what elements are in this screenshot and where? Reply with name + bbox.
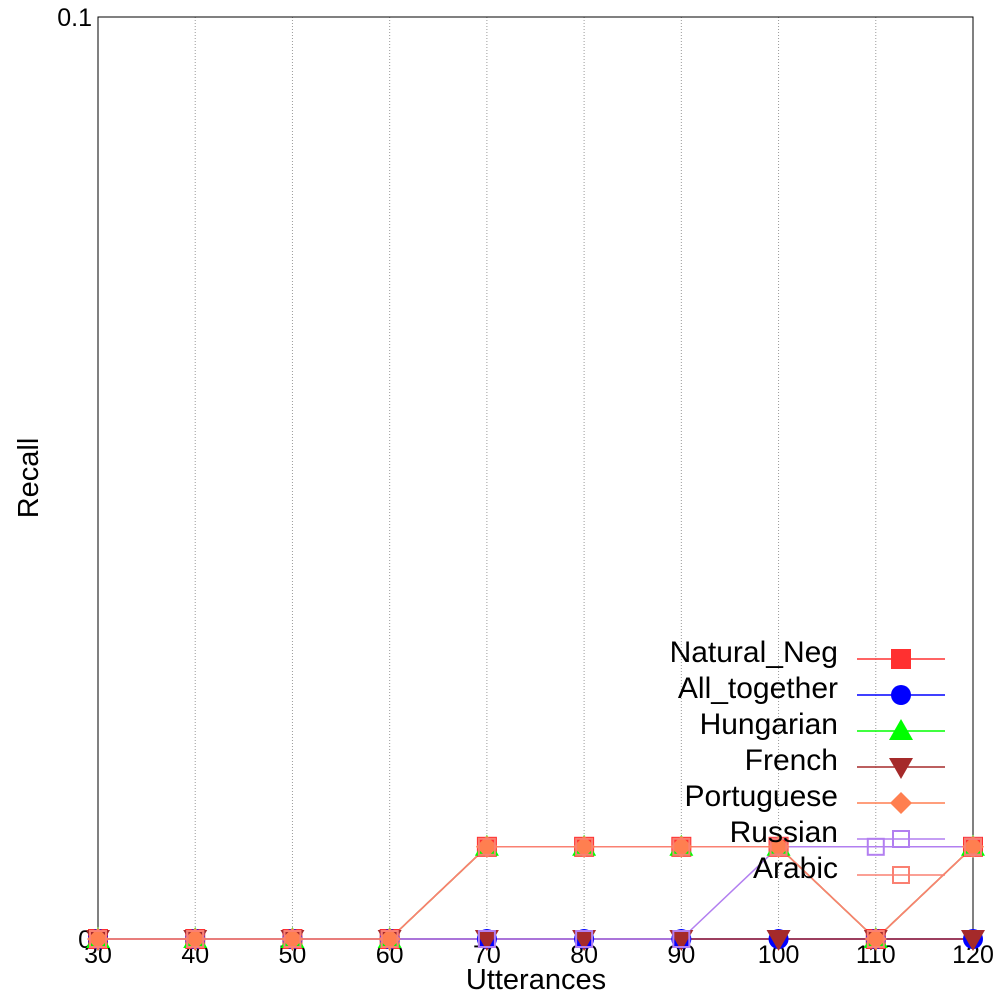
y-tick-labels: 00.1 [57, 4, 92, 954]
legend-marker-all-together [891, 685, 911, 705]
legend-label-hungarian: Hungarian [700, 708, 838, 741]
series-line-arabic [98, 846, 974, 941]
data-point-portuguese [962, 835, 984, 858]
data-point-arabic [89, 930, 107, 948]
data-point-portuguese [573, 835, 596, 858]
legend-label-french: French [745, 744, 838, 777]
legend-label-russian: Russian [730, 816, 838, 849]
data-point-portuguese [670, 835, 693, 858]
data-point-arabic [964, 837, 982, 856]
legend-marker-french [889, 758, 913, 779]
legend-marker-portuguese [890, 792, 912, 814]
data-point-arabic [575, 837, 594, 856]
series-lines [98, 846, 974, 941]
legend-marker-arabic [892, 866, 910, 884]
data-point-arabic [769, 837, 788, 856]
data-point-arabic [283, 930, 302, 948]
data-point-portuguese [475, 835, 498, 858]
legend-label-natural-neg: Natural_Neg [670, 636, 838, 669]
y-axis-label: Recall [13, 438, 45, 519]
data-point-arabic [672, 837, 691, 856]
series-markers [86, 834, 985, 951]
legend-marker-natural-neg [891, 649, 911, 669]
vertical-gridlines [194, 17, 877, 939]
x-axis-label: Utterances [466, 964, 606, 996]
data-point-french [669, 930, 694, 951]
data-point-portuguese [87, 928, 109, 950]
data-point-arabic [186, 930, 205, 948]
data-point-portuguese [378, 928, 401, 950]
data-point-french [961, 930, 985, 951]
data-point-portuguese [281, 928, 304, 950]
data-point-arabic [866, 930, 885, 948]
data-point-portuguese [767, 835, 790, 858]
legend-label-all-together: All_together [678, 672, 838, 705]
data-point-french [474, 930, 499, 951]
legend-marker-hungarian [889, 719, 913, 740]
data-point-russian [575, 930, 594, 948]
y-tick-label: 0.1 [57, 4, 92, 32]
data-point-arabic [477, 837, 496, 856]
data-point-portuguese [864, 928, 887, 950]
data-point-arabic [380, 930, 399, 948]
legend-label-portuguese: Portuguese [685, 780, 838, 813]
data-point-french [766, 930, 791, 951]
data-point-french [572, 930, 597, 951]
plot-area [98, 17, 973, 939]
legend-marker-russian [892, 830, 910, 848]
legend: Natural_NegAll_togetherHungarianFrenchPo… [670, 636, 945, 885]
data-point-portuguese [184, 928, 207, 950]
data-point-russian [672, 930, 691, 948]
data-point-russian [477, 930, 496, 948]
legend-label-arabic: Arabic [753, 852, 838, 885]
